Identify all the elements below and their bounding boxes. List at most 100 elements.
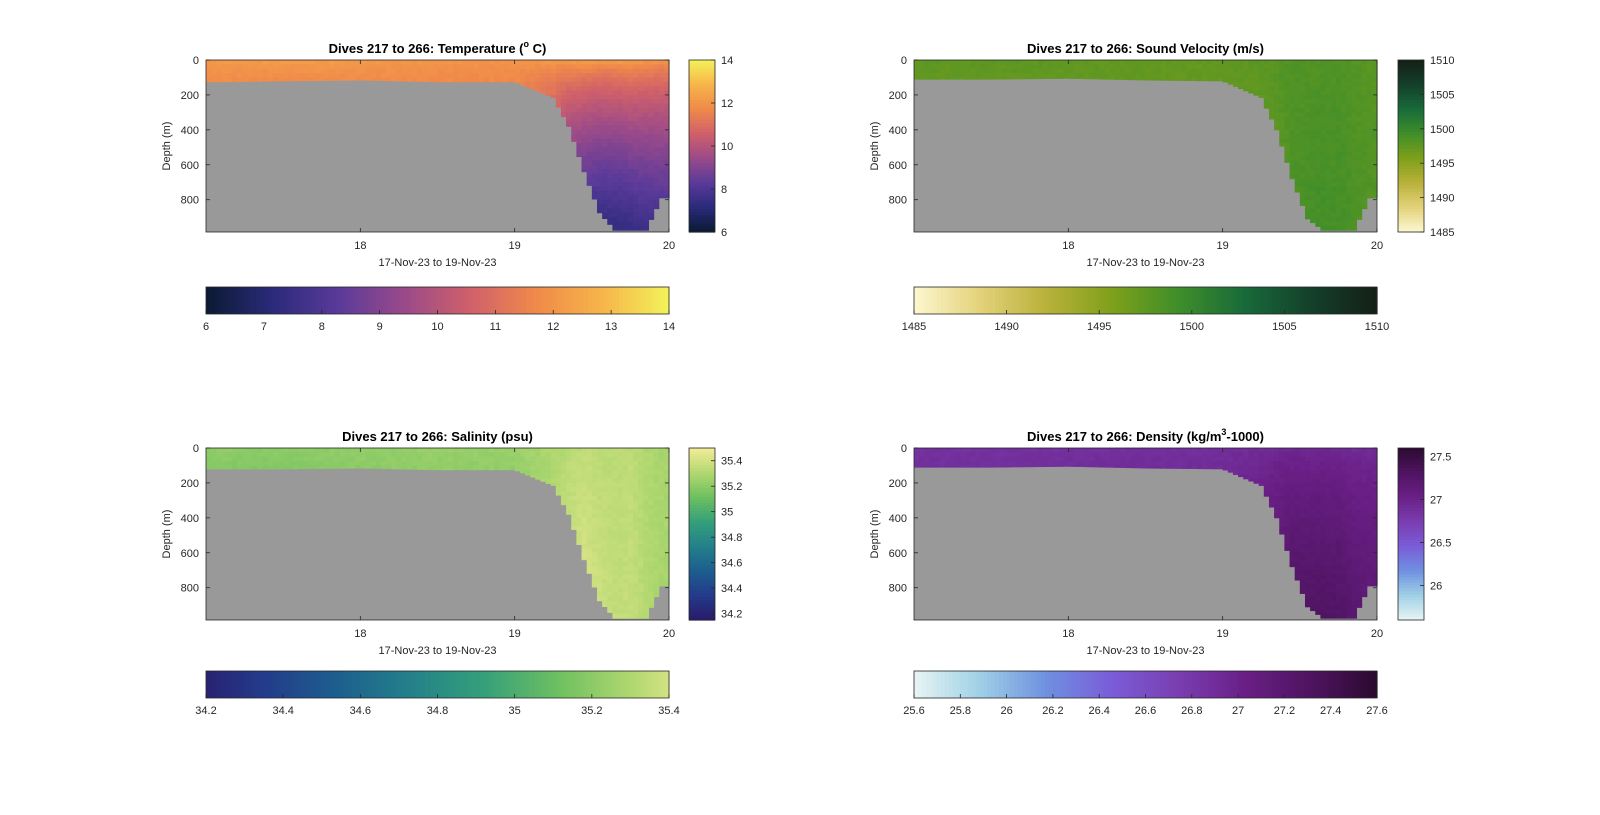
- heatmap-cell: [622, 504, 629, 510]
- heatmap-cell: [970, 77, 977, 80]
- heatmap-cell: [1351, 605, 1358, 610]
- heatmap-cell: [1304, 517, 1311, 523]
- heatmap-cell: [1284, 151, 1291, 157]
- colorbar-swatch: [244, 287, 250, 314]
- colorbar-swatch: [689, 60, 715, 64]
- colorbar-swatch: [1398, 85, 1424, 90]
- colorbar-tick-label: 1485: [902, 321, 926, 333]
- heatmap-cell: [1001, 452, 1008, 458]
- heatmap-cell: [1346, 535, 1352, 541]
- heatmap-cell: [298, 456, 305, 462]
- heatmap-cell: [586, 487, 593, 493]
- heatmap-cell: [1346, 199, 1352, 205]
- heatmap-cell: [632, 517, 639, 523]
- heatmap-cell: [1310, 465, 1316, 471]
- heatmap-cell: [617, 138, 624, 144]
- colorbar-swatch: [921, 287, 927, 314]
- heatmap-cell: [663, 491, 670, 497]
- heatmap-cell: [1299, 190, 1306, 196]
- heatmap-cell: [1001, 456, 1008, 462]
- heatmap-cell: [1330, 491, 1337, 497]
- heatmap-cell: [653, 86, 660, 91]
- heatmap-cell: [571, 461, 577, 466]
- heatmap-cell: [236, 452, 243, 458]
- heatmap-cell: [252, 456, 259, 462]
- heatmap-cell: [596, 190, 603, 196]
- heatmap-cell: [602, 64, 608, 70]
- heatmap-cell: [298, 452, 305, 458]
- heatmap-cell: [1356, 60, 1363, 65]
- heatmap-cell: [1335, 68, 1342, 74]
- heatmap-cell: [627, 596, 634, 602]
- heatmap-cell: [617, 204, 624, 209]
- heatmap-cell: [571, 86, 577, 91]
- heatmap-cell: [612, 177, 619, 183]
- heatmap-cell: [1109, 448, 1116, 453]
- heatmap-cell: [1289, 86, 1296, 91]
- heatmap-cell: [1330, 526, 1337, 532]
- heatmap-cell: [1325, 530, 1332, 536]
- heatmap-cell: [622, 204, 629, 209]
- heatmap-cell: [1325, 151, 1332, 157]
- heatmap-cell: [1351, 461, 1358, 466]
- heatmap-cell: [622, 73, 629, 78]
- heatmap-cell: [571, 478, 577, 484]
- heatmap-cell: [643, 103, 650, 109]
- colorbar-swatch: [464, 671, 469, 698]
- heatmap-cell: [1027, 461, 1033, 466]
- heatmap-cell: [1351, 195, 1358, 201]
- heatmap-cell: [211, 73, 217, 78]
- heatmap-cell: [581, 469, 588, 475]
- heatmap-cell: [206, 448, 212, 453]
- heatmap-cell: [494, 465, 500, 471]
- colorbar-swatch: [1319, 287, 1324, 314]
- heatmap-cell: [627, 465, 634, 471]
- colorbar-swatch: [1398, 482, 1424, 486]
- heatmap-cell: [1052, 465, 1059, 467]
- heatmap-cell: [1130, 77, 1136, 81]
- heatmap-cell: [1284, 513, 1291, 519]
- colorbar-swatch: [487, 287, 493, 314]
- colorbar-swatch: [689, 531, 715, 535]
- heatmap-cell: [643, 94, 650, 100]
- heatmap-cell: [1248, 60, 1255, 65]
- colorbar-swatch: [1398, 148, 1424, 153]
- heatmap-cell: [632, 129, 639, 135]
- heatmap-cell: [1346, 177, 1352, 183]
- heatmap-cell: [314, 448, 320, 453]
- heatmap-cell: [1315, 90, 1322, 96]
- colorbar-swatch: [518, 287, 523, 314]
- heatmap-cell: [566, 482, 572, 488]
- heatmap-cell: [581, 557, 588, 561]
- heatmap-cell: [596, 448, 603, 453]
- heatmap-cell: [1361, 60, 1368, 65]
- heatmap-cell: [617, 461, 624, 466]
- heatmap-cell: [1176, 73, 1183, 78]
- heatmap-cell: [1217, 64, 1224, 70]
- heatmap-cell: [607, 530, 614, 536]
- heatmap-cell: [1196, 73, 1203, 78]
- heatmap-cell: [1356, 164, 1363, 170]
- heatmap-cell: [1227, 469, 1234, 473]
- colorbar-swatch: [689, 157, 715, 161]
- heatmap-cell: [1335, 121, 1342, 126]
- heatmap-cell: [339, 60, 346, 65]
- heatmap-cell: [1222, 73, 1229, 78]
- heatmap-cell: [591, 578, 598, 584]
- heatmap-cell: [648, 504, 655, 510]
- heatmap-cell: [617, 574, 624, 580]
- heatmap-cell: [406, 68, 413, 74]
- heatmap-cell: [602, 142, 608, 148]
- heatmap-cell: [638, 86, 644, 91]
- heatmap-cell: [612, 613, 619, 619]
- heatmap-cell: [643, 535, 650, 541]
- heatmap-cell: [643, 64, 650, 70]
- heatmap-cell: [627, 60, 634, 65]
- heatmap-cell: [416, 461, 423, 466]
- heatmap-cell: [1330, 548, 1337, 554]
- heatmap-cell: [1340, 173, 1347, 179]
- colorbar-swatch: [1398, 120, 1424, 124]
- heatmap-cell: [1335, 129, 1342, 135]
- heatmap-cell: [632, 544, 639, 549]
- heatmap-cell: [1340, 77, 1347, 83]
